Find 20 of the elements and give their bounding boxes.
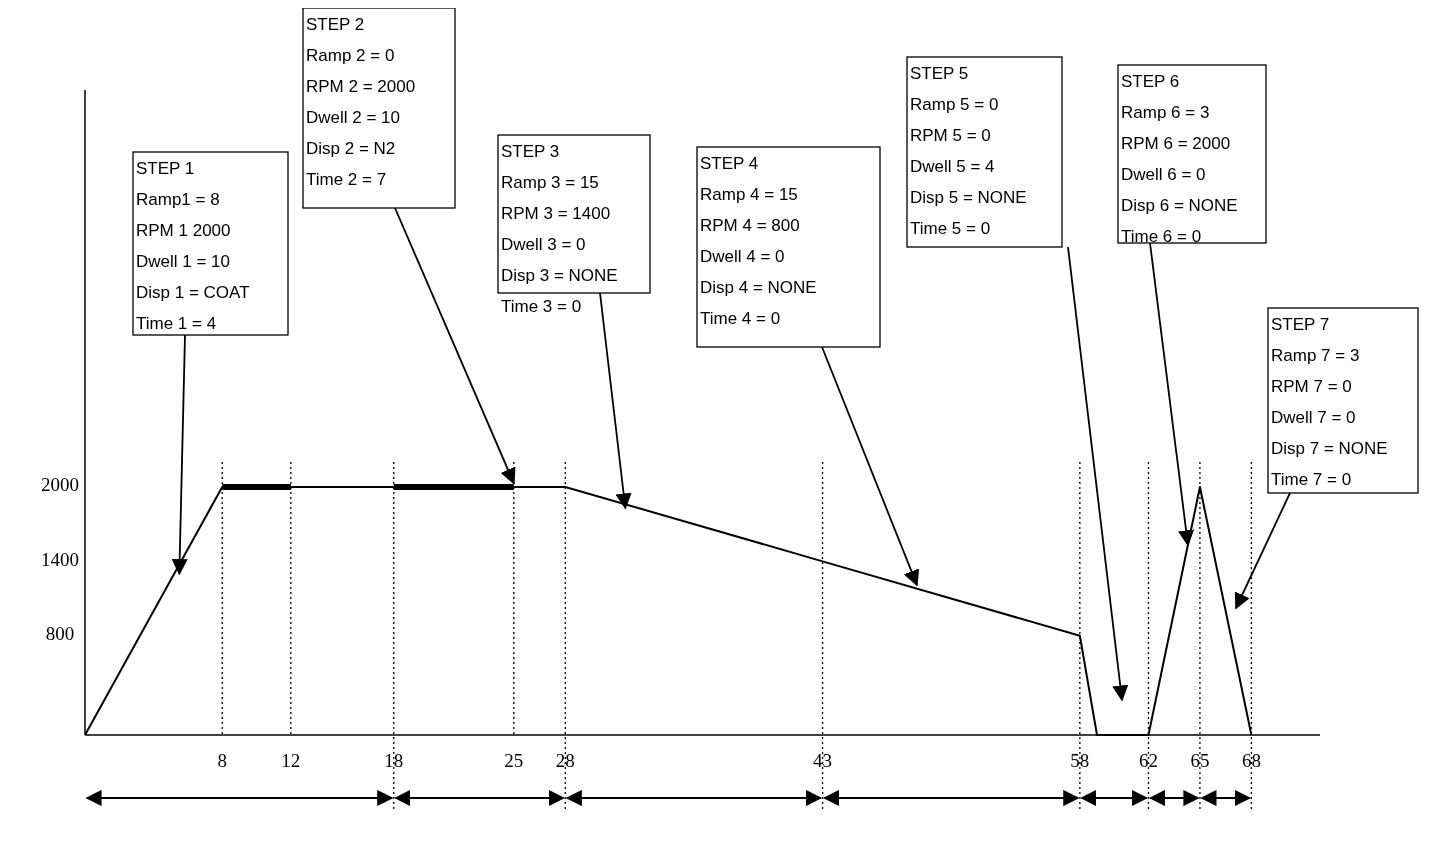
annotation: STEP 5 Ramp 5 = 0 RPM 5 = 0 Dwell 5 = 4 Disp 5 = NONE Time 5 = 0 (910, 64, 1027, 238)
annotation: STEP 7 Ramp 7 = 3 RPM 7 = 0 Dwell 7 = 0 Disp 7 = NONE Time 7 = 0 (1271, 315, 1388, 489)
x-tick-label: 62 (1138, 750, 1158, 771)
x-tick-label: 58 (1070, 750, 1090, 771)
x-tick-label: 65 (1190, 750, 1210, 771)
x-tick-label: 8 (217, 750, 227, 771)
annotation: STEP 4 Ramp 4 = 15 RPM 4 = 800 Dwell 4 = 0 Disp 4 = NONE Time 4 = 0 (700, 154, 817, 328)
annotation: STEP 1 Ramp1 = 8 RPM 1 2000 Dwell 1 = 10 Disp 1 = COAT Time 1 = 4 (136, 159, 250, 333)
x-tick-label: 68 (1241, 750, 1261, 771)
x-tick-label: 12 (281, 750, 301, 771)
y-tick-label: 1400 (41, 548, 79, 570)
x-tick-label: 25 (504, 750, 524, 771)
annotation: STEP 2 Ramp 2 = 0 RPM 2 = 2000 Dwell 2 = 10 Disp 2 = N2 Time 2 = 7 (306, 15, 416, 189)
x-tick-label: 18 (384, 750, 404, 771)
annotation: STEP 6 Ramp 6 = 3 RPM 6 = 2000 Dwell 6 = 0 Disp 6 = NONE Time 6 = 0 (1121, 72, 1238, 246)
annotation: STEP 3 Ramp 3 = 15 RPM 3 = 1400 Dwell 3 = 0 Disp 3 = NONE Time 3 = 0 (501, 142, 618, 316)
x-tick-label: 43 (813, 750, 833, 771)
y-tick-label: 2000 (41, 474, 79, 496)
y-tick-label: 800 (45, 623, 75, 645)
x-tick-label: 28 (555, 750, 575, 771)
